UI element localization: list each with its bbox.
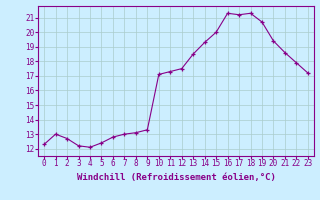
X-axis label: Windchill (Refroidissement éolien,°C): Windchill (Refroidissement éolien,°C) xyxy=(76,173,276,182)
